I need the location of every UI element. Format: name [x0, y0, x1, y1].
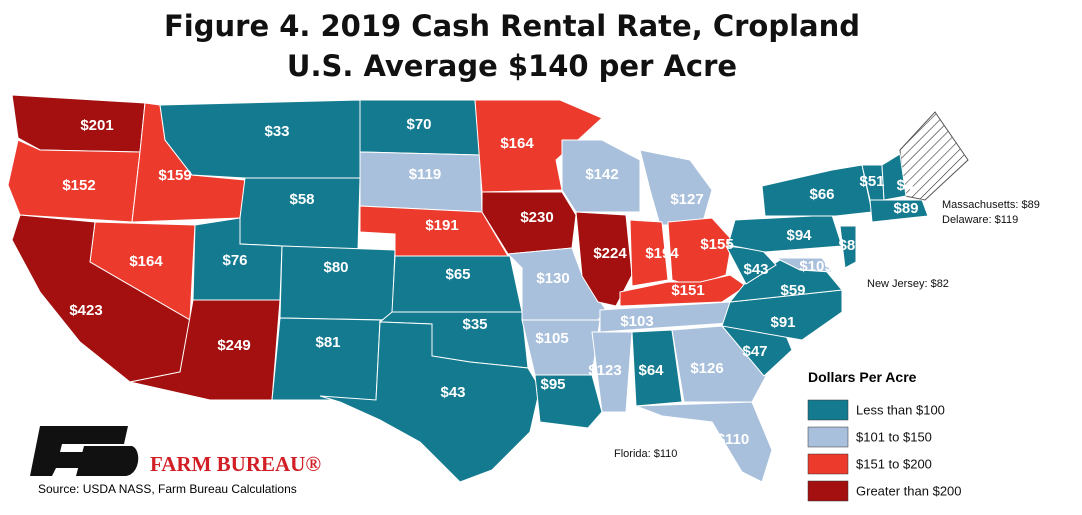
- state: [279, 245, 396, 321]
- legend-label: $101 to $150: [856, 429, 932, 444]
- state-label: $142: [585, 166, 618, 183]
- state-label: $59: [780, 282, 805, 299]
- state-label: $95: [540, 376, 565, 393]
- legend-label: Less than $100: [856, 402, 945, 417]
- state-label: $224: [593, 245, 627, 262]
- state: [629, 219, 669, 287]
- state-label: $4: [897, 177, 914, 194]
- state-label: $194: [645, 245, 679, 262]
- state-label: $76: [222, 252, 247, 269]
- legend-swatch: [807, 453, 849, 475]
- state-label: $91: [770, 314, 795, 331]
- state-label: $423: [69, 302, 102, 319]
- state-label: $33: [264, 123, 289, 140]
- source: Source: USDA NASS, Farm Bureau Calculati…: [38, 482, 297, 496]
- state-label: $82: [838, 237, 863, 254]
- annotation: Florida: $110: [614, 448, 677, 460]
- state-label: $201: [80, 117, 113, 134]
- state: [319, 321, 541, 483]
- state-label: $47: [742, 343, 767, 360]
- state: [775, 257, 834, 273]
- state-label: $126: [690, 360, 723, 377]
- title: Figure 4. 2019 Cash Rental Rate, Croplan…: [164, 9, 860, 43]
- state: [591, 331, 633, 413]
- state: [561, 139, 641, 213]
- state-label: $80: [323, 259, 348, 276]
- state-label: $43: [440, 384, 465, 401]
- legend-label: $151 to $200: [856, 456, 932, 471]
- state-label: $110: [717, 431, 750, 448]
- subtitle: U.S. Average $140 per Acre: [287, 49, 737, 83]
- state-label: $94: [786, 227, 812, 244]
- legend-title: Dollars Per Acre: [808, 369, 917, 385]
- state-label: $64: [638, 362, 664, 379]
- state: [881, 153, 907, 201]
- state-label: $58: [289, 191, 314, 208]
- state: [11, 94, 146, 153]
- state-label: $70: [406, 116, 431, 133]
- states: [7, 94, 929, 483]
- legend: Less than $100 $101 to $150 $151 to $200 Gr…: [807, 399, 962, 502]
- state-label: $130: [536, 270, 569, 287]
- state: [534, 374, 603, 429]
- state-label: $164: [129, 253, 163, 270]
- state-label: $249: [217, 337, 250, 354]
- legend-label: Greater than $200: [856, 483, 962, 498]
- state-label: $51: [859, 173, 884, 190]
- state-label: $159: [158, 167, 191, 184]
- annotation: Delaware: $119: [942, 214, 1018, 226]
- state-label: $109: [799, 258, 832, 275]
- state: [639, 149, 713, 226]
- state: [391, 255, 523, 313]
- state: [667, 217, 733, 287]
- legend-swatch: [807, 480, 849, 502]
- state: [271, 317, 381, 401]
- logo-mark: [30, 426, 139, 476]
- state: [727, 214, 843, 253]
- state: [619, 274, 747, 307]
- state: [869, 199, 929, 223]
- state-label: $43: [743, 261, 768, 278]
- state-label: $127: [670, 191, 703, 208]
- legend-swatch: [807, 399, 849, 421]
- state-label: $152: [62, 177, 95, 194]
- state: [575, 211, 633, 307]
- state-label: $35: [462, 316, 487, 333]
- state: [839, 225, 857, 269]
- state-label: $191: [425, 217, 458, 234]
- state-label: $105: [535, 330, 568, 347]
- state-label: $119: [409, 166, 442, 183]
- state: [635, 401, 773, 483]
- state-label: $151: [671, 282, 704, 299]
- state-labels: $201 $152 $159 $33 $58 $164 $423 $76 $249 $80 $81 $…: [62, 116, 918, 448]
- annotation: New Jersey: $82: [867, 278, 949, 290]
- annotation: Massachusetts: $89: [942, 199, 1040, 211]
- state: [631, 329, 683, 407]
- state-label: $65: [445, 266, 470, 283]
- state: [671, 325, 767, 403]
- state: [239, 177, 361, 251]
- state-label: $164: [500, 135, 534, 152]
- legend-swatch: [807, 426, 849, 448]
- state-label: $103: [620, 313, 653, 330]
- state-label: $230: [520, 209, 553, 226]
- state-label: $155: [700, 236, 733, 253]
- logo-text: FARM BUREAU®: [150, 452, 321, 476]
- state-label: $66: [809, 186, 834, 203]
- state-label: $81: [315, 334, 340, 351]
- state-label: $123: [588, 362, 621, 379]
- state-label: $89: [893, 200, 918, 217]
